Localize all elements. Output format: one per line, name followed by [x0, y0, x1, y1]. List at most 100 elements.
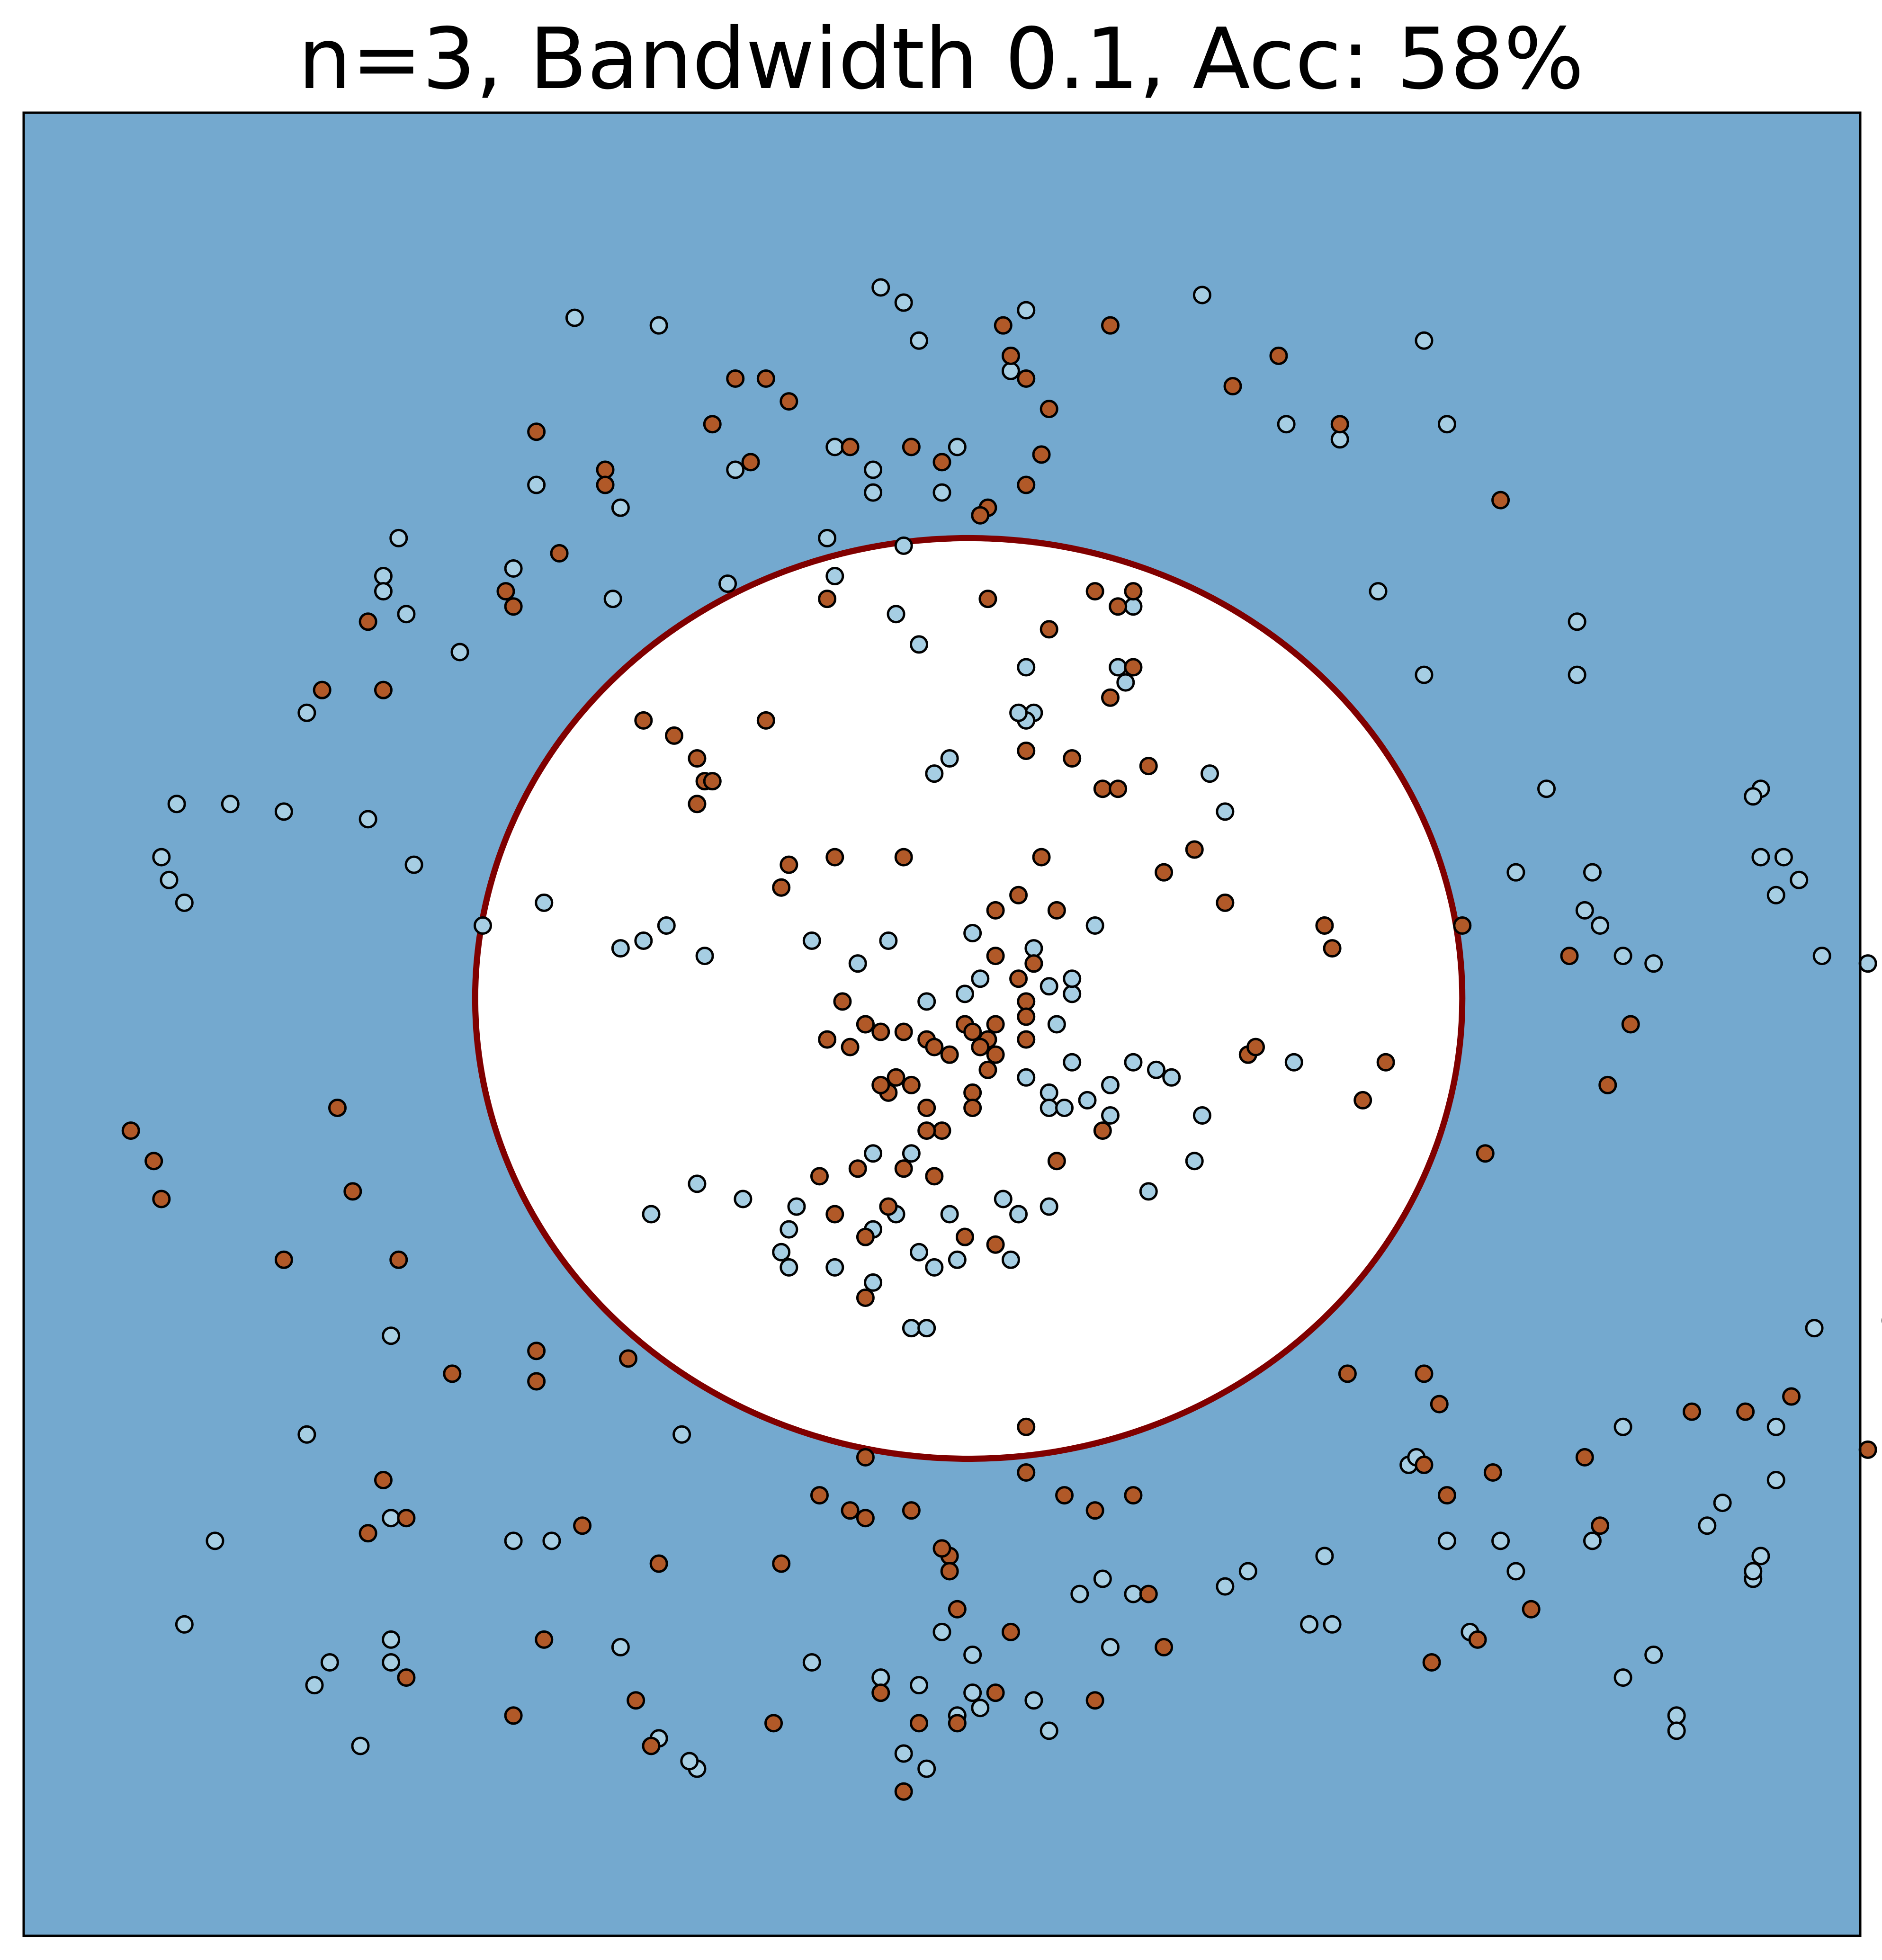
class-1-point-171 — [1085, 1691, 1104, 1710]
class-1-point-107 — [1323, 939, 1342, 958]
class-0-point-74 — [657, 916, 676, 935]
class-0-point-38 — [1124, 597, 1143, 616]
class-1-point-29 — [504, 597, 523, 616]
class-1-point-172 — [948, 1600, 967, 1619]
class-1-point-165 — [1468, 1630, 1487, 1649]
class-1-point-31 — [313, 680, 332, 699]
class-1-point-113 — [1376, 1053, 1395, 1072]
class-1-point-169 — [948, 1714, 967, 1733]
class-1-point-77 — [833, 992, 852, 1011]
class-1-point-124 — [619, 1349, 638, 1368]
class-1-point-137 — [841, 1501, 860, 1520]
class-1-point-40 — [688, 795, 707, 814]
class-1-point-80 — [963, 1022, 982, 1041]
class-0-point-169 — [1315, 1547, 1334, 1566]
class-0-point-108 — [1040, 1197, 1058, 1216]
class-1-point-159 — [1858, 1440, 1877, 1459]
class-1-point-15 — [1101, 688, 1120, 707]
class-0-point-167 — [1300, 1615, 1319, 1634]
class-0-point-75 — [695, 947, 714, 966]
class-1-point-139 — [856, 1448, 875, 1467]
class-0-point-67 — [358, 810, 377, 829]
class-1-point-119 — [152, 1190, 171, 1208]
class-0-point-132 — [382, 1326, 401, 1345]
class-1-point-129 — [573, 1516, 592, 1535]
class-1-point-102 — [1047, 1152, 1066, 1171]
plot-frame — [22, 111, 1862, 1937]
class-0-point-153 — [932, 1622, 951, 1641]
class-0-point-19 — [389, 528, 408, 547]
class-0-point-186 — [1805, 1319, 1824, 1338]
class-0-point-6 — [910, 331, 929, 350]
class-0-point-2 — [1017, 301, 1036, 320]
class-1-point-75 — [856, 1015, 875, 1034]
class-1-point-157 — [1736, 1402, 1755, 1421]
class-1-point-118 — [144, 1152, 163, 1171]
class-1-point-143 — [1017, 1463, 1036, 1482]
class-1-point-115 — [121, 1121, 140, 1140]
class-0-point-97 — [1055, 1098, 1074, 1117]
class-0-point-55 — [1644, 954, 1663, 973]
class-0-point-70 — [175, 893, 194, 912]
class-0-point-90 — [1047, 1015, 1066, 1034]
class-1-point-74 — [871, 1022, 890, 1041]
class-1-point-5 — [1223, 377, 1242, 395]
class-0-point-99 — [1101, 1075, 1120, 1094]
class-1-point-114 — [1621, 1015, 1640, 1034]
class-0-point-180 — [1751, 1547, 1770, 1566]
class-1-point-156 — [1575, 1448, 1594, 1467]
class-1-point-122 — [443, 1364, 462, 1383]
class-1-point-140 — [902, 1501, 921, 1520]
class-1-point-65 — [1017, 1007, 1036, 1026]
class-1-point-62 — [1024, 954, 1043, 973]
class-1-point-38 — [634, 711, 653, 730]
class-0-point-151 — [910, 1676, 929, 1695]
class-1-point-103 — [1093, 1121, 1112, 1140]
class-1-point-162 — [1591, 1516, 1610, 1535]
class-1-point-110 — [1598, 1075, 1617, 1094]
class-1-point-153 — [1415, 1455, 1434, 1474]
class-0-point-11 — [1437, 415, 1456, 434]
class-1-point-163 — [1522, 1600, 1541, 1619]
class-0-point-114 — [910, 1243, 929, 1262]
class-1-point-49 — [894, 848, 913, 867]
class-0-point-22 — [894, 536, 913, 555]
class-1-point-127 — [397, 1509, 416, 1528]
class-0-point-20 — [611, 498, 630, 517]
class-1-point-109 — [1560, 947, 1579, 966]
class-0-point-51 — [1583, 863, 1602, 882]
class-0-point-98 — [1101, 1106, 1120, 1125]
class-1-point-81 — [986, 1045, 1005, 1064]
class-1-point-149 — [1155, 1638, 1174, 1656]
class-1-point-167 — [986, 1683, 1005, 1702]
class-0-point-93 — [1085, 916, 1104, 935]
class-1-point-151 — [1415, 1364, 1434, 1383]
class-0-point-135 — [382, 1509, 401, 1528]
class-1-point-98 — [856, 1227, 875, 1246]
class-0-point-27 — [887, 605, 905, 624]
class-0-point-91 — [1063, 969, 1082, 988]
class-0-point-137 — [320, 1653, 339, 1672]
class-0-point-95 — [1040, 1083, 1058, 1102]
class-0-point-50 — [1506, 863, 1525, 882]
class-1-point-131 — [397, 1668, 416, 1687]
class-0-point-109 — [1009, 1205, 1028, 1224]
class-1-point-155 — [1483, 1463, 1502, 1482]
class-1-point-3 — [1017, 369, 1036, 388]
class-0-point-40 — [1009, 703, 1028, 722]
class-1-point-88 — [887, 1068, 905, 1087]
class-0-point-104 — [1192, 1106, 1211, 1125]
class-0-point-136 — [175, 1615, 194, 1634]
class-0-point-77 — [634, 931, 653, 950]
class-0-point-24 — [374, 567, 393, 586]
class-0-point-21 — [818, 528, 837, 547]
class-0-point-10 — [1330, 430, 1349, 449]
class-1-point-111 — [1476, 1144, 1495, 1163]
class-0-point-129 — [734, 1190, 753, 1208]
class-1-point-36 — [703, 772, 722, 791]
class-0-point-63 — [1858, 954, 1877, 973]
class-1-point-89 — [963, 1098, 982, 1117]
class-0-point-160 — [1040, 1721, 1058, 1740]
class-1-point-134 — [642, 1736, 661, 1755]
class-1-point-41 — [978, 590, 997, 609]
